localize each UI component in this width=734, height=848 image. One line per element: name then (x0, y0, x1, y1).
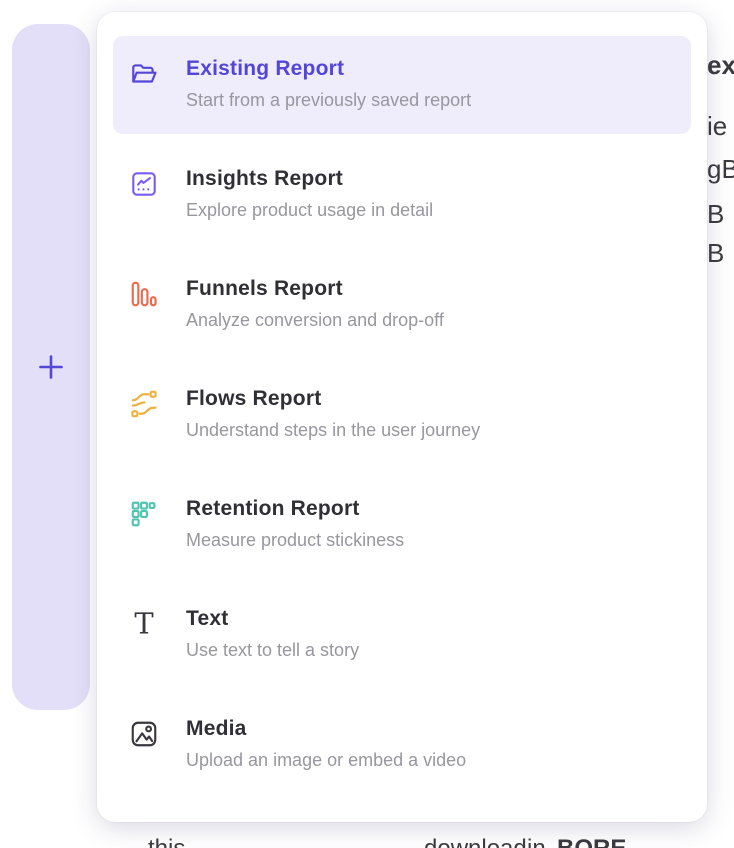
occluded-text-fragment: ex (707, 50, 734, 80)
funnel-bars-icon (129, 279, 159, 309)
menu-item-existing-report[interactable]: Existing Report Start from a previously s… (113, 36, 691, 134)
menu-item-label: Media (186, 717, 247, 740)
menu-item-description: Upload an image or embed a video (186, 750, 467, 771)
menu-item-flows-report[interactable]: Flows Report Understand steps in the user… (113, 366, 691, 464)
menu-item-description: Analyze conversion and drop-off (186, 310, 444, 331)
plus-icon (39, 355, 63, 379)
occluded-text-fragment: download (424, 835, 527, 848)
retention-grid-icon (129, 499, 159, 529)
add-card-button[interactable] (38, 354, 64, 380)
line-chart-icon (129, 169, 159, 199)
folder-open-icon (129, 59, 159, 89)
text-icon: T (129, 609, 159, 639)
menu-item-insights-report[interactable]: Insights Report Explore product usage in … (113, 146, 691, 244)
media-icon (129, 719, 159, 749)
occluded-text-fragment: B (707, 238, 725, 268)
menu-item-description: Explore product usage in detail (186, 200, 434, 221)
menu-item-label: Flows Report (186, 387, 322, 410)
occluded-text-fragment: ie (707, 111, 728, 141)
svg-text:T: T (134, 609, 153, 639)
menu-item-text: Media Upload an image or embed a video (186, 716, 466, 772)
collapsed-card-column (12, 24, 90, 710)
menu-item-description: Understand steps in the user journey (186, 420, 481, 441)
menu-item-label: Existing Report (186, 57, 345, 80)
menu-item-description: Use text to tell a story (186, 640, 360, 661)
menu-item-media[interactable]: Media Upload an image or embed a video (113, 696, 691, 794)
flows-icon (129, 389, 159, 419)
menu-item-description: Measure product stickiness (186, 530, 405, 551)
occluded-text-fragment: B (707, 199, 725, 229)
add-content-menu: Existing Report Start from a previously s… (97, 12, 707, 822)
menu-item-text: Funnels Report Analyze conversion and dro… (186, 276, 444, 332)
menu-item-text: Existing Report Start from a previously s… (186, 56, 471, 112)
menu-item-text: Insights Report Explore product usage in … (186, 166, 433, 222)
menu-item-description: Start from a previously saved report (186, 90, 472, 111)
occluded-text-fragment: this (148, 835, 185, 848)
menu-item-text: Retention Report Measure product stickine… (186, 496, 404, 552)
menu-item-label: Insights Report (186, 167, 344, 190)
occluded-text-fragment: in (527, 835, 546, 848)
menu-item-text: Text Use text to tell a story (186, 606, 359, 662)
menu-item-funnels-report[interactable]: Funnels Report Analyze conversion and dro… (113, 256, 691, 354)
menu-item-label: Text (186, 607, 229, 630)
menu-item-text: Flows Report Understand steps in the user… (186, 386, 480, 442)
menu-item-text[interactable]: T Text Use text to tell a story (113, 586, 691, 684)
menu-item-retention-report[interactable]: Retention Report Measure product stickine… (113, 476, 691, 574)
occluded-text-fragment: BORE (557, 835, 626, 848)
menu-item-label: Retention Report (186, 497, 360, 520)
menu-item-label: Funnels Report (186, 277, 343, 300)
occluded-text-fragment: gB (707, 154, 734, 184)
